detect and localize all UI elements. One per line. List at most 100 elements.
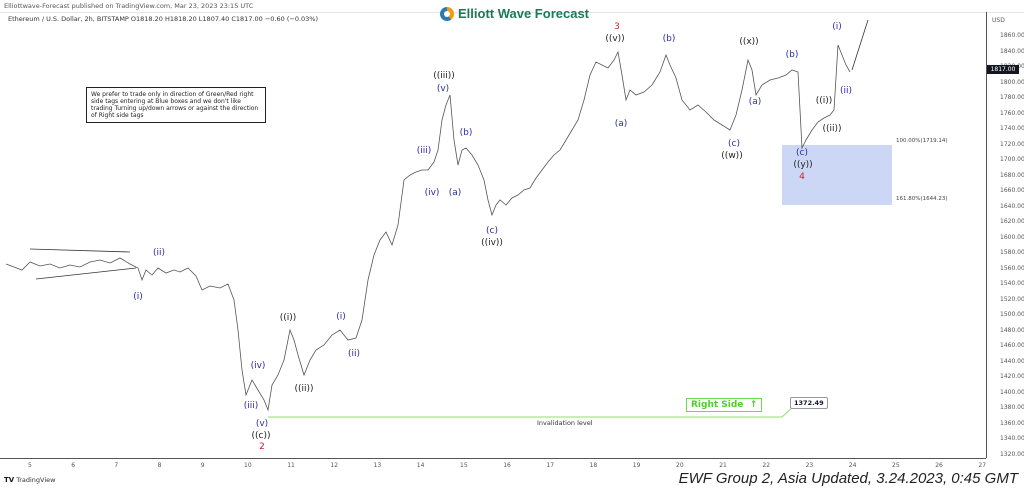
wave-label: (i) (133, 292, 143, 302)
wave-label: ((iii)) (433, 71, 455, 81)
time-tick: 19 (632, 462, 641, 469)
time-tick: 25 (892, 462, 900, 469)
price-tick: 1780.00 (1000, 94, 1024, 101)
time-tick: 26 (935, 462, 943, 469)
price-tick: 1460.00 (1000, 342, 1024, 349)
wave-label: (iii) (243, 401, 259, 411)
wave-label: (v) (255, 419, 269, 429)
wave-label: (iv) (250, 361, 266, 371)
wave-label: ((ii)) (294, 384, 314, 394)
price-tick: 1680.00 (1000, 171, 1024, 179)
wave-label: ((i)) (815, 96, 833, 106)
price-tick: 1320.00 (1000, 450, 1024, 458)
time-tick: 8 (157, 462, 162, 469)
wave-label: 3 (614, 22, 620, 32)
wave-label: (a) (614, 119, 628, 129)
triangle-pattern (29, 248, 137, 280)
currency-label: USD (992, 17, 1005, 24)
wave-label: (c) (796, 148, 808, 158)
price-tick: 1620.00 (1000, 218, 1024, 225)
time-tick: 9 (200, 462, 205, 469)
invalidation-price: 1372.49 (790, 397, 828, 409)
time-tick: 15 (460, 462, 468, 469)
price-tick: 1420.00 (1000, 373, 1024, 380)
wave-label: ((x)) (739, 37, 759, 47)
time-tick: 17 (546, 462, 555, 469)
price-tick: 1340.00 (1000, 435, 1024, 442)
wave-label: (b) (785, 50, 799, 60)
wave-label: ((y)) (793, 160, 813, 170)
update-footer: EWF Group 2, Asia Updated, 3.24.2023, 0:… (678, 470, 1018, 487)
price-tick: 1700.00 (1000, 156, 1024, 163)
wave-label: (ii) (152, 248, 166, 258)
price-tick: 1480.00 (1000, 326, 1024, 334)
wave-label: (iii) (416, 146, 432, 156)
time-tick: 23 (805, 462, 814, 469)
price-tick: 1580.00 (1000, 249, 1024, 256)
trading-note: We prefer to trade only in direction of … (86, 87, 266, 123)
price-tick: 1800.00 (1000, 78, 1024, 86)
price-axis[interactable] (986, 12, 1024, 458)
published-info: Elliottwave-Forecast published on Tradin… (4, 2, 254, 10)
wave-label: ((iv)) (481, 238, 503, 248)
price-tick: 1560.00 (1000, 264, 1024, 272)
wave-label: ((i)) (279, 313, 297, 323)
tradingview-brand: TV TradingView (4, 476, 55, 484)
up-arrow-icon: ↑ (749, 400, 758, 410)
fib-100: 100.00%(1719.14) (896, 138, 948, 144)
invalidation-label: Invalidation level (537, 419, 593, 427)
wave-label: (c) (728, 139, 740, 149)
wave-label: 2 (259, 442, 265, 452)
wave-label: (b) (459, 128, 473, 138)
tradingview-label: TradingView (16, 476, 56, 484)
wave-label: (a) (748, 97, 762, 107)
divider (0, 12, 1024, 13)
price-tick: 1400.00 (1000, 388, 1024, 396)
wave-label: ((v)) (605, 34, 625, 44)
time-tick: 24 (848, 462, 857, 469)
price-tick: 1740.00 (1000, 125, 1024, 132)
price-tick: 1540.00 (1000, 280, 1024, 287)
fib-161: 161.80%(1644.23) (896, 196, 948, 202)
wave-label: (v) (436, 84, 450, 94)
price-tick: 1640.00 (1000, 202, 1024, 210)
wave-label: (iv) (424, 188, 440, 198)
price-chart[interactable] (0, 0, 986, 458)
current-price-tag: 1817.00 (987, 65, 1019, 74)
wave-label: (ii) (347, 349, 361, 359)
wave-label: (c) (486, 226, 498, 236)
price-tick: 1380.00 (1000, 404, 1024, 411)
wave-label: ((ii)) (822, 124, 842, 134)
wave-label: (ii) (839, 86, 853, 96)
time-tick: 6 (71, 462, 76, 469)
wave-label: (a) (448, 188, 462, 198)
price-tick: 1860.00 (1000, 32, 1024, 39)
wave-label: (b) (662, 34, 676, 44)
price-tick: 1520.00 (1000, 295, 1024, 303)
time-tick: 18 (589, 462, 598, 469)
price-tick: 1720.00 (1000, 140, 1024, 148)
time-tick: 13 (373, 462, 382, 469)
time-tick: 20 (676, 462, 684, 469)
wave-label: (i) (832, 22, 842, 32)
time-tick: 27 (978, 462, 987, 469)
price-tick: 1600.00 (1000, 233, 1024, 241)
time-tick: 7 (114, 462, 119, 469)
ohlc-bars (5, 44, 851, 412)
price-tick: 1840.00 (1000, 47, 1024, 55)
ewf-logo-icon (440, 6, 454, 21)
time-tick: 12 (330, 462, 339, 469)
price-tick: 1360.00 (1000, 419, 1024, 427)
blue-box-zone (782, 145, 892, 205)
time-tick: 16 (503, 462, 511, 469)
time-tick: 10 (244, 462, 252, 469)
brand-logo-block: Elliott Wave Forecast (440, 6, 589, 21)
price-tick: 1660.00 (1000, 187, 1024, 194)
time-tick: 11 (287, 462, 295, 469)
price-tick: 1500.00 (1000, 311, 1024, 318)
time-tick: 21 (719, 462, 727, 469)
time-tick: 14 (416, 462, 425, 469)
time-axis[interactable] (0, 458, 986, 459)
wave-label: (i) (336, 312, 346, 322)
right-side-tag: Right Side ↑ (686, 398, 763, 412)
